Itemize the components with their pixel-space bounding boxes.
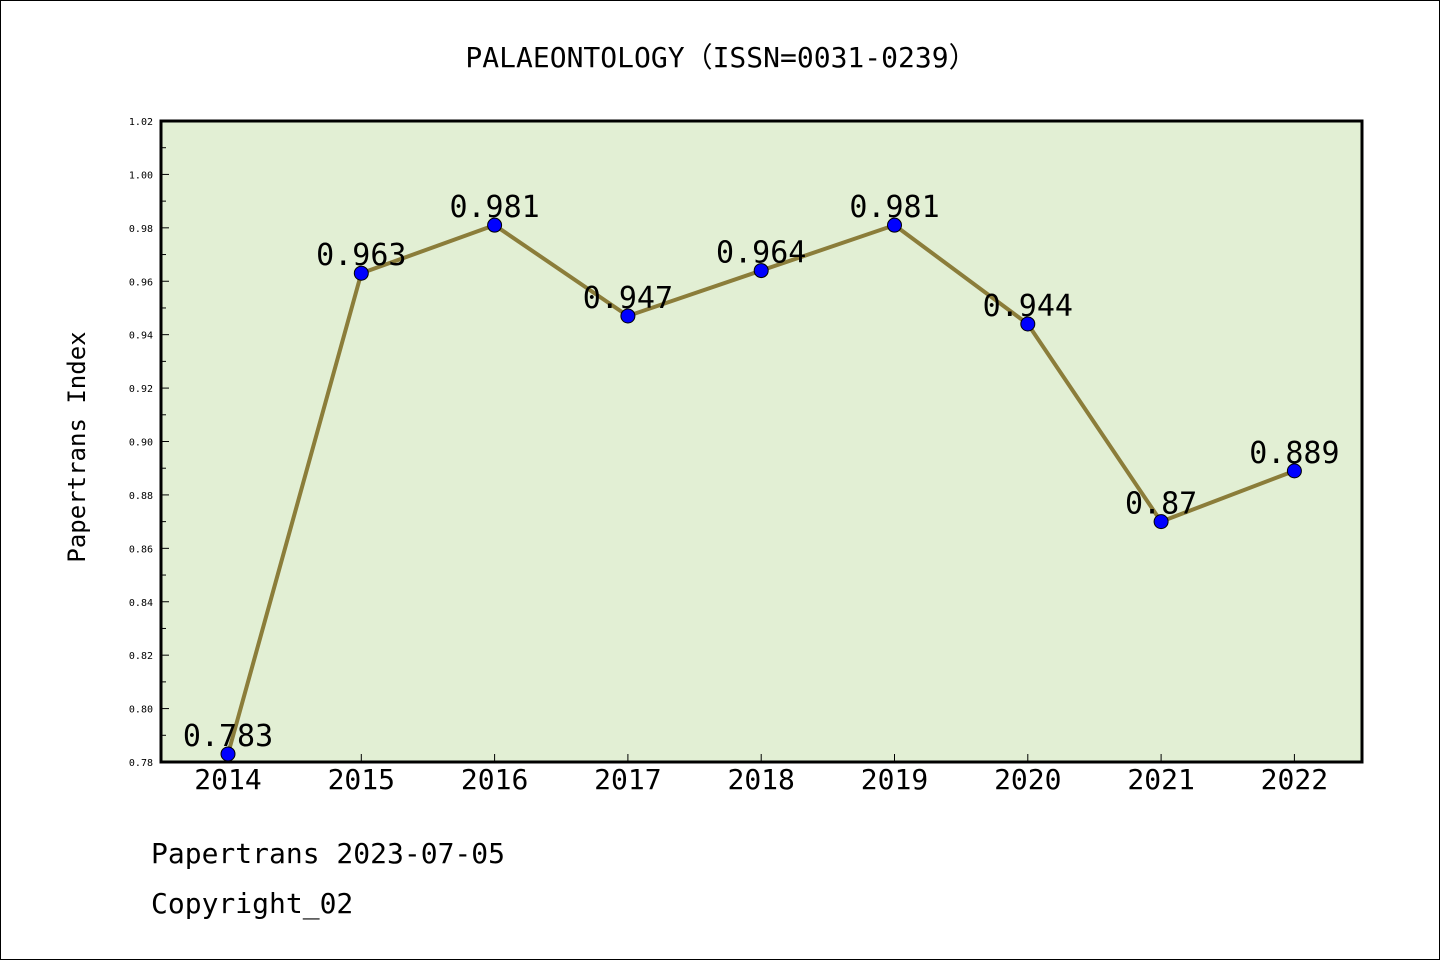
data-label: 0.889: [1249, 436, 1339, 471]
x-tick-label: 2022: [1261, 763, 1328, 796]
plot-area: [159, 119, 1364, 764]
data-label: 0.981: [849, 190, 939, 225]
data-label: 0.963: [316, 238, 406, 273]
x-tick-label: 2020: [994, 763, 1061, 796]
y-tick-label: 0.86: [129, 544, 153, 555]
y-tick-label: 0.82: [129, 651, 153, 662]
x-tick-label: 2016: [461, 763, 528, 796]
y-axis-label: Papertrans Index: [63, 331, 91, 562]
y-tick-label: 0.88: [129, 491, 153, 502]
data-point: [353, 265, 369, 281]
x-tick-label: 2015: [328, 763, 395, 796]
x-axis: 2014 2015 2016 2017 2018 2019 2020 2021 2022: [194, 754, 1328, 796]
x-tick-label: 2014: [194, 763, 261, 796]
data-label: 0.947: [583, 281, 673, 316]
x-tick-label: 2019: [861, 763, 928, 796]
data-label: 0.964: [716, 236, 806, 271]
data-label: 0.981: [449, 190, 539, 225]
data-point: [487, 217, 503, 233]
data-point: [620, 308, 636, 324]
data-labels: 0.783 0.963 0.981 0.947 0.964 0.981 0.944 0.87 0…: [183, 190, 1340, 754]
footer-copyright-line: Copyright_02: [151, 887, 354, 920]
footer-date-line: Papertrans 2023-07-05: [151, 837, 506, 870]
data-point: [1286, 463, 1302, 479]
data-label: 0.944: [983, 289, 1073, 324]
data-point: [753, 263, 769, 279]
y-tick-label: 0.98: [129, 224, 153, 235]
y-tick-label: 0.96: [129, 277, 153, 288]
data-markers: [220, 217, 1302, 762]
data-point: [887, 217, 902, 233]
y-tick-label: 0.94: [129, 331, 153, 342]
data-label: 0.783: [183, 719, 273, 754]
y-tick-label: 0.78: [129, 758, 153, 769]
data-point: [1153, 514, 1169, 530]
chart-title: PALAEONTOLOGY（ISSN=0031-0239）: [465, 41, 976, 74]
y-tick-label: 1.02: [129, 117, 153, 128]
y-tick-label: 0.80: [129, 705, 153, 716]
y-tick-label: 0.84: [129, 598, 153, 609]
y-tick-label: 1.00: [129, 170, 153, 181]
x-tick-label: 2021: [1127, 763, 1194, 796]
x-tick-label: 2018: [727, 763, 794, 796]
data-label: 0.87: [1125, 487, 1197, 522]
data-point: [1020, 316, 1036, 332]
x-tick-label: 2017: [594, 763, 661, 796]
data-point: [220, 746, 236, 762]
y-axis: 0.78 0.80 0.82 0.84 0.86 0.88 0.90 0.92 0.94 0.96…: [129, 117, 169, 769]
y-tick-label: 0.90: [129, 438, 153, 449]
y-tick-label: 0.92: [129, 384, 153, 395]
